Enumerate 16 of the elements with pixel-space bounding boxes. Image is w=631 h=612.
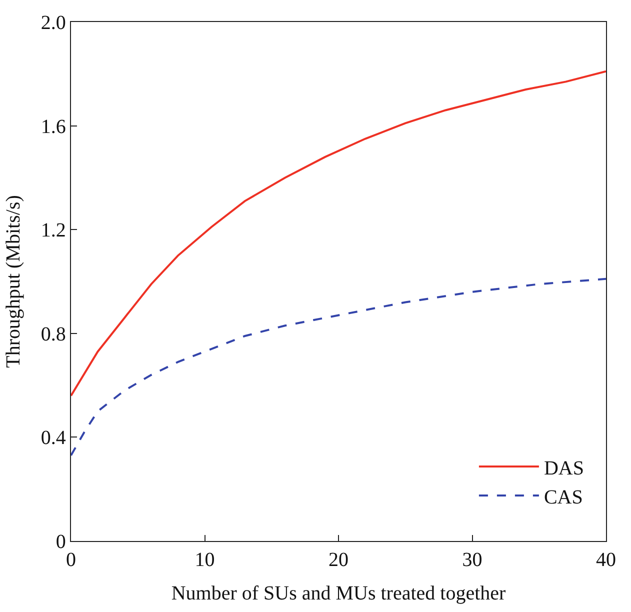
x-tick-label: 20 — [328, 549, 348, 572]
y-tick-label: 0.4 — [40, 427, 66, 450]
y-tick-label: 0.8 — [40, 323, 66, 346]
x-tick-label: 40 — [596, 549, 616, 572]
x-tick-label: 30 — [462, 549, 482, 572]
x-axis-title: Number of SUs and MUs treated together — [171, 582, 506, 605]
legend-label: DAS — [544, 457, 584, 480]
line-series — [71, 278, 606, 456]
y-tick-label: 0 — [56, 531, 66, 553]
line-series — [71, 70, 606, 397]
y-tick-label: 1.6 — [40, 116, 66, 138]
x-tick-label: 10 — [194, 549, 215, 572]
y-tick-label: 1.2 — [40, 220, 66, 242]
legend-label: CAS — [544, 486, 583, 508]
y-tick-label: 2.0 — [40, 12, 66, 34]
y-axis-title: Throughput (Mbits/s) — [2, 195, 24, 368]
